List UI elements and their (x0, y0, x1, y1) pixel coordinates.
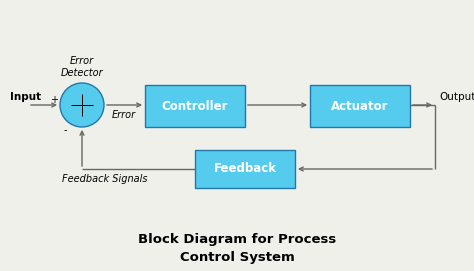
Text: -: - (64, 125, 67, 135)
Text: Controller: Controller (162, 99, 228, 112)
Text: Actuator: Actuator (331, 99, 389, 112)
Text: Output: Output (439, 92, 474, 102)
FancyBboxPatch shape (145, 85, 245, 127)
Text: Block Diagram for Process
Control System: Block Diagram for Process Control System (138, 233, 336, 263)
Text: +: + (50, 95, 58, 105)
FancyBboxPatch shape (310, 85, 410, 127)
Text: Error: Error (112, 110, 136, 120)
Text: Input: Input (10, 92, 41, 102)
Text: Feedback: Feedback (213, 163, 276, 176)
Ellipse shape (60, 83, 104, 127)
Text: Error
Detector: Error Detector (61, 56, 103, 78)
FancyBboxPatch shape (195, 150, 295, 188)
Text: Feedback Signals: Feedback Signals (62, 174, 147, 184)
